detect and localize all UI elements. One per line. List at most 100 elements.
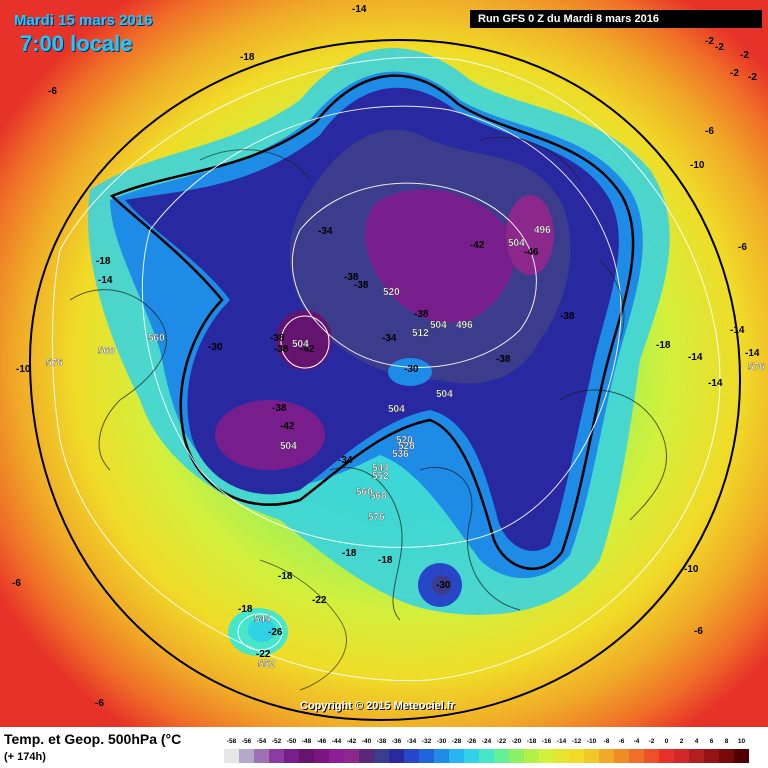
legend-swatch — [554, 749, 569, 763]
legend-value: -48 — [302, 738, 312, 745]
geopotential-contour — [280, 315, 330, 369]
geopotential-label: 504 — [388, 404, 405, 415]
geopotential-label: 576 — [46, 358, 63, 369]
temperature-label: -2 — [715, 42, 724, 53]
legend-value: 10 — [738, 738, 746, 745]
temperature-label: -42 — [470, 240, 485, 251]
temperature-label: -22 — [312, 595, 327, 606]
legend-value: -14 — [557, 738, 567, 745]
temperature-label: -10 — [16, 364, 31, 375]
geopotential-label: 528 — [398, 441, 415, 452]
legend-swatch — [299, 749, 314, 763]
legend-value: -10 — [587, 738, 597, 745]
legend-swatch — [419, 749, 434, 763]
coastline — [69, 289, 667, 621]
legend-value: -8 — [604, 738, 610, 745]
legend-value: -28 — [452, 738, 462, 745]
geopotential-label: 512 — [412, 328, 429, 339]
legend-value: -26 — [467, 738, 477, 745]
temperature-label: -18 — [342, 548, 357, 559]
temperature-label: -34 — [338, 455, 353, 466]
legend-swatch — [644, 749, 659, 763]
color-scale: -58 -56 -54 -52 -50 -48 -46 -44 -42 -40 -38 -36 -34-… — [224, 738, 749, 763]
legend-swatch — [614, 749, 629, 763]
legend-swatch — [404, 749, 419, 763]
temperature-label: -38 — [560, 311, 575, 322]
legend-swatch — [719, 749, 734, 763]
legend-swatch — [269, 749, 284, 763]
forecast-time: 7:00 locale — [20, 31, 133, 56]
cutoff-low-inner — [432, 575, 452, 595]
geopotential-label: 544 — [372, 463, 389, 474]
legend-value: -46 — [317, 738, 327, 745]
legend-swatch — [629, 749, 644, 763]
legend-swatch — [314, 749, 329, 763]
legend-value: -12 — [572, 738, 582, 745]
legend-value: -20 — [512, 738, 522, 745]
geopotential-label: 504 — [430, 320, 447, 331]
temperature-label: -26 — [268, 627, 283, 638]
legend-swatch — [374, 749, 389, 763]
temperature-label: -46 — [524, 247, 539, 258]
legend-value: -44 — [332, 738, 342, 745]
legend-swatch — [329, 749, 344, 763]
legend-value: -40 — [362, 738, 372, 745]
legend-swatch — [524, 749, 539, 763]
legend-area: Temp. et Geop. 500hPa (°C (+ 174h) -58 -5… — [0, 727, 768, 768]
cold-pool-south — [215, 400, 325, 470]
legend-value: -30 — [437, 738, 447, 745]
temperature-label: -38 — [274, 344, 289, 355]
legend-title: Temp. et Geop. 500hPa (°C — [4, 731, 182, 747]
legend-value: -6 — [619, 738, 625, 745]
temperature-label: -14 — [688, 352, 703, 363]
temperature-label: -18 — [238, 604, 253, 615]
temperature-label: -30 — [404, 364, 419, 375]
legend-swatch — [584, 749, 599, 763]
legend-value: 6 — [710, 738, 714, 745]
legend-value: 0 — [665, 738, 669, 745]
temperature-label: -38 — [414, 309, 429, 320]
temperature-label: -14 — [745, 348, 760, 359]
legend-swatch — [674, 749, 689, 763]
legend-swatch — [464, 749, 479, 763]
geopotential-label: 552 — [372, 471, 389, 482]
legend-swatch — [599, 749, 614, 763]
geopotential-label: 568 — [370, 491, 387, 502]
geopotential-label: 520 — [383, 287, 400, 298]
temperature-label: -18 — [240, 52, 255, 63]
legend-value: -16 — [542, 738, 552, 745]
cold-pool-north — [365, 189, 515, 323]
legend-value: 2 — [680, 738, 684, 745]
temperature-label: -42 — [300, 344, 315, 355]
geopotential-contour — [291, 182, 537, 368]
legend-swatch — [569, 749, 584, 763]
geopotential-label: 552 — [258, 659, 275, 670]
legend-swatch — [734, 749, 749, 763]
legend-swatch — [239, 749, 254, 763]
temperature-label: -14 — [352, 4, 367, 15]
geopotential-label: 568 — [98, 346, 115, 357]
temperature-label: -34 — [318, 226, 333, 237]
legend-value: -54 — [257, 738, 267, 745]
temperature-map: -18-6-14-2-2-2-2 -2-6-10-6-14-14-14-14-18… — [0, 0, 768, 727]
temperature-label: -42 — [280, 421, 295, 432]
temperature-label: -6 — [12, 578, 21, 589]
legend-swatch — [254, 749, 269, 763]
geopotential-label: 560 — [356, 487, 373, 498]
legend-swatch — [494, 749, 509, 763]
legend-value: -2 — [649, 738, 655, 745]
legend-value: 4 — [695, 738, 699, 745]
legend-swatch — [359, 749, 374, 763]
legend-value: -32 — [422, 738, 432, 745]
temperature-label: -6 — [694, 626, 703, 637]
temperature-label: -6 — [48, 86, 57, 97]
geopotential-label: 504 — [292, 339, 309, 350]
legend-value: -22 — [497, 738, 507, 745]
geopotential-label: 504 — [436, 389, 453, 400]
geopotential-label: 576 — [368, 512, 385, 523]
legend-value: -58 — [227, 738, 237, 745]
atlantic-low-core — [248, 618, 276, 642]
geopotential-contour — [237, 613, 283, 651]
coastline — [199, 136, 625, 691]
geopotential-label: 560 — [148, 333, 165, 344]
